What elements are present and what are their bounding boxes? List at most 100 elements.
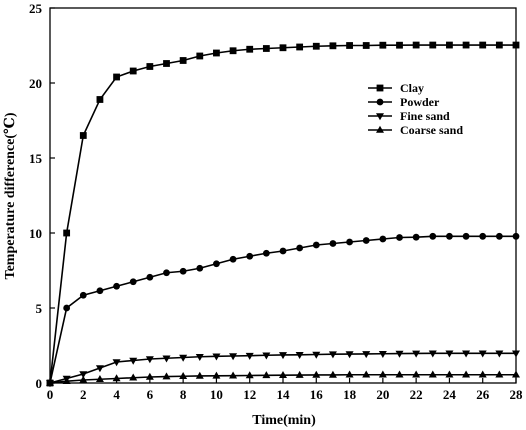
legend-marker bbox=[376, 98, 384, 106]
data-point-coarse-sand bbox=[46, 378, 54, 386]
data-point-clay bbox=[279, 44, 287, 52]
data-point-powder bbox=[379, 235, 387, 243]
data-point-clay bbox=[196, 52, 204, 60]
data-point-coarse-sand bbox=[129, 373, 138, 381]
y-tick-label: 20 bbox=[29, 76, 42, 91]
x-tick-label: 6 bbox=[147, 387, 154, 402]
data-point-clay bbox=[495, 41, 503, 49]
legend-item-powder: Powder bbox=[368, 95, 440, 109]
x-tick-label: 24 bbox=[443, 387, 457, 402]
data-point-clay bbox=[462, 41, 470, 49]
data-point-fine-sand bbox=[179, 354, 188, 362]
data-point-powder bbox=[412, 233, 420, 241]
data-point-clay bbox=[412, 41, 420, 49]
data-point-fine-sand bbox=[262, 352, 271, 360]
y-tick-label: 25 bbox=[29, 1, 43, 16]
data-point-coarse-sand bbox=[345, 370, 354, 378]
legend-label: Clay bbox=[400, 81, 424, 95]
data-point-clay bbox=[146, 63, 154, 70]
data-point-coarse-sand bbox=[145, 372, 154, 380]
x-axis-label: Time(min) bbox=[252, 413, 316, 428]
data-point-coarse-sand bbox=[312, 370, 321, 378]
data-point-clay bbox=[113, 73, 120, 81]
data-point-fine-sand bbox=[512, 350, 520, 358]
data-point-clay bbox=[179, 57, 187, 64]
data-point-clay bbox=[79, 132, 87, 139]
data-point-clay bbox=[312, 42, 320, 50]
data-point-powder bbox=[462, 232, 470, 240]
data-point-fine-sand bbox=[312, 351, 321, 359]
data-point-fine-sand bbox=[362, 351, 371, 359]
data-point-fine-sand bbox=[245, 352, 254, 360]
data-point-coarse-sand bbox=[245, 371, 254, 379]
data-point-clay bbox=[129, 67, 137, 75]
data-point-clay bbox=[229, 47, 237, 55]
data-point-clay bbox=[213, 49, 220, 57]
data-point-powder bbox=[446, 232, 453, 240]
data-point-fine-sand bbox=[445, 350, 454, 358]
data-point-fine-sand bbox=[462, 350, 471, 358]
data-point-fine-sand bbox=[195, 353, 204, 361]
series-clay bbox=[46, 41, 520, 387]
x-tick-label: 0 bbox=[47, 387, 54, 402]
data-point-powder bbox=[163, 269, 170, 277]
data-point-coarse-sand bbox=[378, 370, 387, 378]
legend-label: Fine sand bbox=[400, 109, 450, 123]
data-point-fine-sand bbox=[495, 350, 504, 358]
x-tick-label: 16 bbox=[310, 387, 324, 402]
series-layer bbox=[46, 41, 520, 388]
data-point-coarse-sand bbox=[262, 371, 271, 379]
data-point-clay bbox=[296, 43, 304, 51]
data-point-fine-sand bbox=[129, 357, 138, 365]
data-point-powder bbox=[79, 291, 87, 299]
data-point-powder bbox=[512, 232, 520, 240]
data-point-fine-sand bbox=[212, 353, 221, 361]
data-point-coarse-sand bbox=[95, 375, 104, 383]
data-point-powder bbox=[229, 255, 237, 263]
x-tick-label: 14 bbox=[277, 387, 291, 402]
data-point-powder bbox=[346, 238, 353, 246]
data-point-coarse-sand bbox=[295, 370, 304, 378]
data-point-clay bbox=[163, 60, 170, 67]
data-point-clay bbox=[446, 41, 453, 49]
x-tick-label: 26 bbox=[476, 387, 490, 402]
data-point-fine-sand bbox=[328, 351, 337, 359]
data-point-clay bbox=[329, 42, 337, 50]
data-point-powder bbox=[279, 247, 287, 255]
data-point-coarse-sand bbox=[395, 370, 404, 378]
data-point-coarse-sand bbox=[495, 370, 504, 378]
y-tick-label: 10 bbox=[29, 226, 42, 241]
x-tick-label: 8 bbox=[180, 387, 187, 402]
data-point-fine-sand bbox=[229, 353, 238, 361]
data-point-coarse-sand bbox=[462, 370, 471, 378]
data-point-clay bbox=[379, 41, 387, 49]
data-point-coarse-sand bbox=[412, 370, 421, 378]
data-point-fine-sand bbox=[279, 352, 287, 360]
x-tick-label: 22 bbox=[410, 387, 423, 402]
x-tick-label: 18 bbox=[343, 387, 357, 402]
data-point-clay bbox=[63, 229, 71, 237]
data-point-powder bbox=[429, 232, 437, 240]
legend-item-coarse-sand: Coarse sand bbox=[368, 123, 463, 137]
data-point-fine-sand bbox=[112, 359, 121, 367]
data-point-clay bbox=[362, 42, 370, 49]
data-point-coarse-sand bbox=[179, 372, 188, 380]
legend-label: Coarse sand bbox=[400, 123, 463, 137]
data-point-clay bbox=[346, 42, 353, 49]
plot-area bbox=[49, 7, 517, 384]
data-point-coarse-sand bbox=[279, 371, 287, 378]
x-tick-label: 20 bbox=[376, 387, 389, 402]
data-point-fine-sand bbox=[378, 350, 387, 358]
data-point-powder bbox=[96, 287, 104, 295]
data-point-clay bbox=[429, 41, 437, 49]
data-point-clay bbox=[96, 96, 104, 103]
data-point-coarse-sand bbox=[62, 377, 71, 384]
data-point-clay bbox=[512, 41, 520, 49]
data-point-powder bbox=[146, 273, 154, 281]
legend-marker bbox=[376, 113, 384, 121]
data-point-fine-sand bbox=[145, 356, 154, 364]
data-point-fine-sand bbox=[162, 355, 171, 363]
data-point-powder bbox=[362, 237, 370, 244]
data-point-fine-sand bbox=[95, 365, 104, 373]
